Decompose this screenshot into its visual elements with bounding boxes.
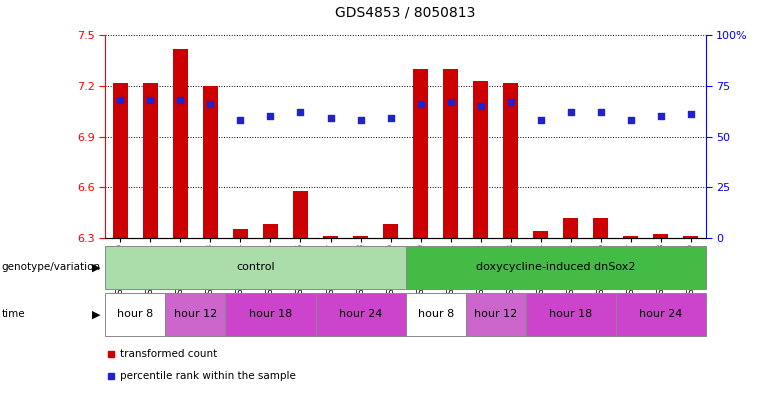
Point [534,117,547,123]
Bar [623,236,638,238]
Point [565,109,577,116]
Bar [143,83,158,238]
Point [414,101,427,107]
Bar [563,217,578,238]
Bar [353,236,368,238]
Bar [263,224,278,238]
Point [204,101,217,107]
Bar [526,293,616,336]
Text: ▶: ▶ [92,309,101,320]
Text: hour 24: hour 24 [639,309,682,320]
Text: transformed count: transformed count [120,349,218,359]
Bar [105,293,165,336]
Text: GDS4853 / 8050813: GDS4853 / 8050813 [335,6,476,20]
Point [594,109,607,116]
Point [625,117,637,123]
Bar [503,83,518,238]
Bar [473,81,488,238]
Bar [534,231,548,238]
Text: hour 12: hour 12 [174,309,217,320]
Bar [594,217,608,238]
Bar [165,293,225,336]
Bar [233,230,248,238]
Bar [203,86,218,238]
Bar [406,293,466,336]
Point [114,97,126,103]
Point [324,115,337,121]
Bar [443,69,458,238]
Bar [105,246,406,289]
Text: time: time [2,309,25,320]
Text: hour 18: hour 18 [549,309,592,320]
Bar [383,224,398,238]
Point [685,111,697,118]
Bar [413,69,428,238]
Text: control: control [236,262,275,272]
Bar [173,49,188,238]
Bar [315,293,406,336]
Text: hour 24: hour 24 [339,309,382,320]
Text: genotype/variation: genotype/variation [2,262,101,272]
Point [474,103,487,109]
Point [264,113,277,119]
Bar [225,293,315,336]
Text: hour 12: hour 12 [474,309,517,320]
Bar [293,191,308,238]
Text: hour 18: hour 18 [249,309,292,320]
Point [174,97,186,103]
Text: hour 8: hour 8 [117,309,154,320]
Bar [323,236,338,238]
Point [294,109,307,116]
Bar [683,236,698,238]
Bar [113,83,128,238]
Point [385,115,397,121]
Text: doxycycline-induced dnSox2: doxycycline-induced dnSox2 [476,262,636,272]
Text: hour 8: hour 8 [417,309,454,320]
Point [234,117,246,123]
Point [654,113,667,119]
Bar [654,234,668,238]
Point [144,97,157,103]
Bar [616,293,706,336]
Point [445,99,457,105]
Bar [466,293,526,336]
Text: ▶: ▶ [92,262,101,272]
Bar [406,246,706,289]
Text: percentile rank within the sample: percentile rank within the sample [120,371,296,381]
Point [505,99,517,105]
Point [354,117,367,123]
